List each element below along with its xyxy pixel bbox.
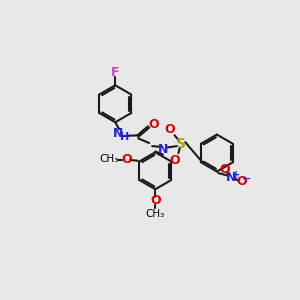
Text: +: + [232,169,240,180]
Text: O: O [148,118,159,131]
Text: CH₃: CH₃ [146,209,165,219]
Text: −: − [242,174,252,184]
Text: O: O [236,175,247,188]
Text: O: O [150,194,160,207]
Text: O: O [169,154,180,167]
Text: O: O [219,164,230,176]
Text: CH₃: CH₃ [100,154,119,164]
Text: N: N [158,143,168,157]
Text: N: N [113,127,124,140]
Text: N: N [226,171,237,184]
Text: F: F [111,66,119,79]
Text: H: H [120,132,129,142]
Text: S: S [176,137,187,151]
Text: O: O [165,123,175,136]
Text: O: O [121,153,131,166]
